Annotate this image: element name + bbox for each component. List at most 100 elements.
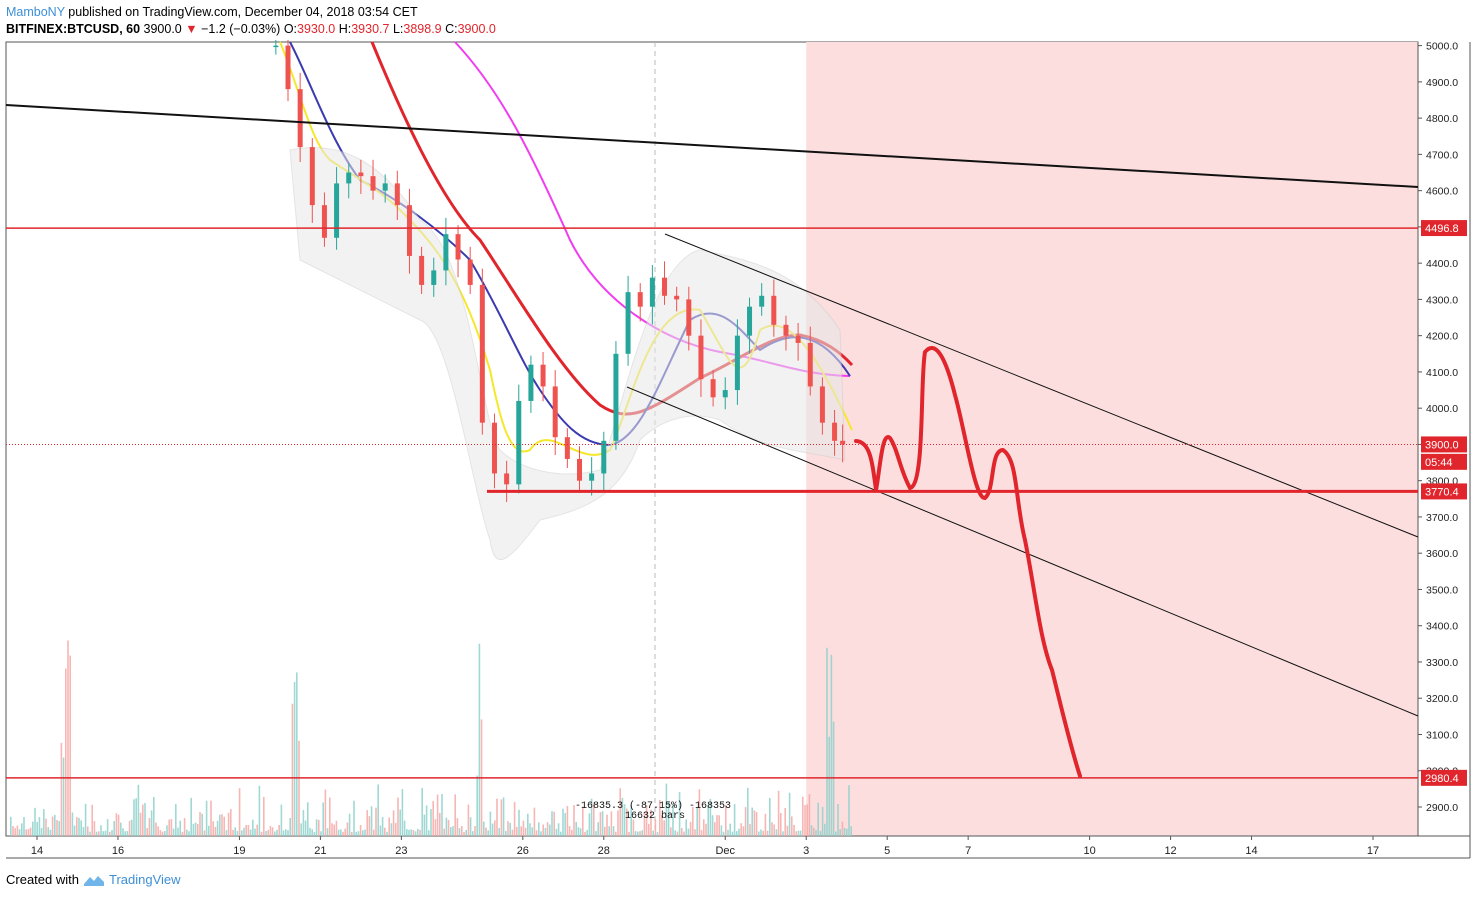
volume-bar [285, 829, 287, 836]
volume-bar [516, 826, 518, 836]
volume-bar [296, 672, 298, 836]
volume-bar [848, 785, 850, 836]
volume-bar [120, 822, 122, 836]
time-tick-label: 16 [112, 845, 124, 857]
volume-bar [500, 799, 503, 836]
volume-bar [410, 829, 412, 836]
volume-bar [62, 757, 65, 836]
volume-bar [659, 800, 661, 836]
volume-bar [608, 826, 610, 836]
volume-bar [687, 828, 690, 836]
volume-bar [27, 829, 30, 836]
close-value: 3900.0 [457, 22, 496, 36]
volume-bar [540, 831, 542, 836]
price-tag: 05:44 [1421, 453, 1467, 470]
candle-body [734, 335, 740, 391]
price-tick-label: 4000.0 [1426, 403, 1458, 415]
volume-bar [76, 817, 78, 836]
volume-bar [797, 830, 800, 836]
volume-bar [406, 829, 408, 836]
candle-body [783, 324, 789, 336]
volume-bar [278, 824, 280, 836]
close-label: C: [445, 22, 458, 36]
volume-bar [806, 804, 808, 836]
volume-bar [738, 828, 740, 836]
tradingview-link[interactable]: TradingView [108, 872, 181, 887]
last-price: 3900.0 [143, 22, 182, 36]
volume-bar [663, 820, 665, 836]
volume-bar [683, 831, 685, 836]
volume-bar [615, 831, 617, 836]
volume-bar [740, 823, 742, 836]
volume-bar [344, 828, 346, 836]
time-tick-label: 3 [803, 845, 809, 857]
volume-bar [722, 831, 725, 836]
volume-bar [463, 831, 465, 836]
volume-bar [447, 819, 450, 836]
volume-bar [744, 807, 747, 836]
volume-bar [474, 826, 476, 836]
price-tag-label: 2980.4 [1425, 773, 1459, 785]
volume-bar [126, 831, 129, 836]
volume-bar [247, 825, 250, 836]
candle-body [382, 183, 388, 191]
volume-bar [676, 831, 679, 836]
volume-bar [456, 818, 459, 836]
volume-bar [392, 810, 395, 836]
volume-bar [821, 806, 824, 836]
price-chart[interactable]: 5000.04900.04800.04700.04600.04500.04400… [0, 40, 1476, 862]
price-tick-label: 4700.0 [1426, 149, 1458, 161]
volume-bar [106, 819, 109, 836]
volume-bar [707, 805, 709, 836]
volume-bar [10, 816, 12, 836]
volume-bar [144, 803, 146, 836]
volume-bar [527, 813, 529, 836]
volume-bar [60, 742, 63, 836]
volume-bar [280, 804, 283, 836]
volume-bar [89, 831, 91, 836]
volume-bar [386, 831, 388, 836]
volume-bar [340, 829, 342, 836]
volume-bar [771, 822, 773, 836]
volume-bar [799, 830, 802, 836]
volume-bar [377, 784, 379, 836]
volume-bar [621, 797, 624, 836]
volume-bar [225, 830, 228, 836]
symbol-label[interactable]: BITFINEX:BTCUSD, 60 [6, 22, 141, 36]
volume-bar [208, 825, 210, 836]
volume-bar [58, 821, 60, 836]
candle-body [686, 299, 692, 336]
volume-bar [379, 825, 382, 836]
volume-bar [216, 820, 219, 836]
volume-bar [604, 826, 606, 836]
publisher-name[interactable]: MamboNY [6, 5, 65, 19]
volume-bar [368, 816, 371, 836]
volume-bar [291, 703, 294, 836]
volume-bar [502, 797, 505, 836]
volume-bar [758, 831, 760, 836]
volume-bar [568, 826, 571, 836]
volume-bar [227, 812, 230, 836]
volume-bar [159, 830, 162, 836]
price-tick-label: 4800.0 [1426, 113, 1458, 125]
volume-bar [69, 655, 71, 836]
price-tick-label: 4200.0 [1426, 331, 1458, 343]
volume-bar [82, 827, 85, 836]
volume-bar [12, 826, 14, 836]
volume-bar [661, 815, 663, 836]
volume-bar [73, 825, 76, 836]
volume-bar [113, 821, 115, 836]
volume-bar [329, 797, 331, 836]
price-tick-label: 4900.0 [1426, 77, 1458, 89]
volume-bar [269, 825, 272, 836]
candle-body [625, 292, 631, 354]
volume-bar [313, 831, 316, 836]
volume-bar [364, 829, 366, 836]
volume-bar [252, 819, 254, 836]
volume-bar [843, 827, 846, 836]
volume-bar [601, 811, 604, 836]
candle-body [419, 255, 425, 285]
volume-bar [703, 819, 705, 836]
candle-body [819, 386, 825, 423]
volume-bar [51, 816, 54, 836]
